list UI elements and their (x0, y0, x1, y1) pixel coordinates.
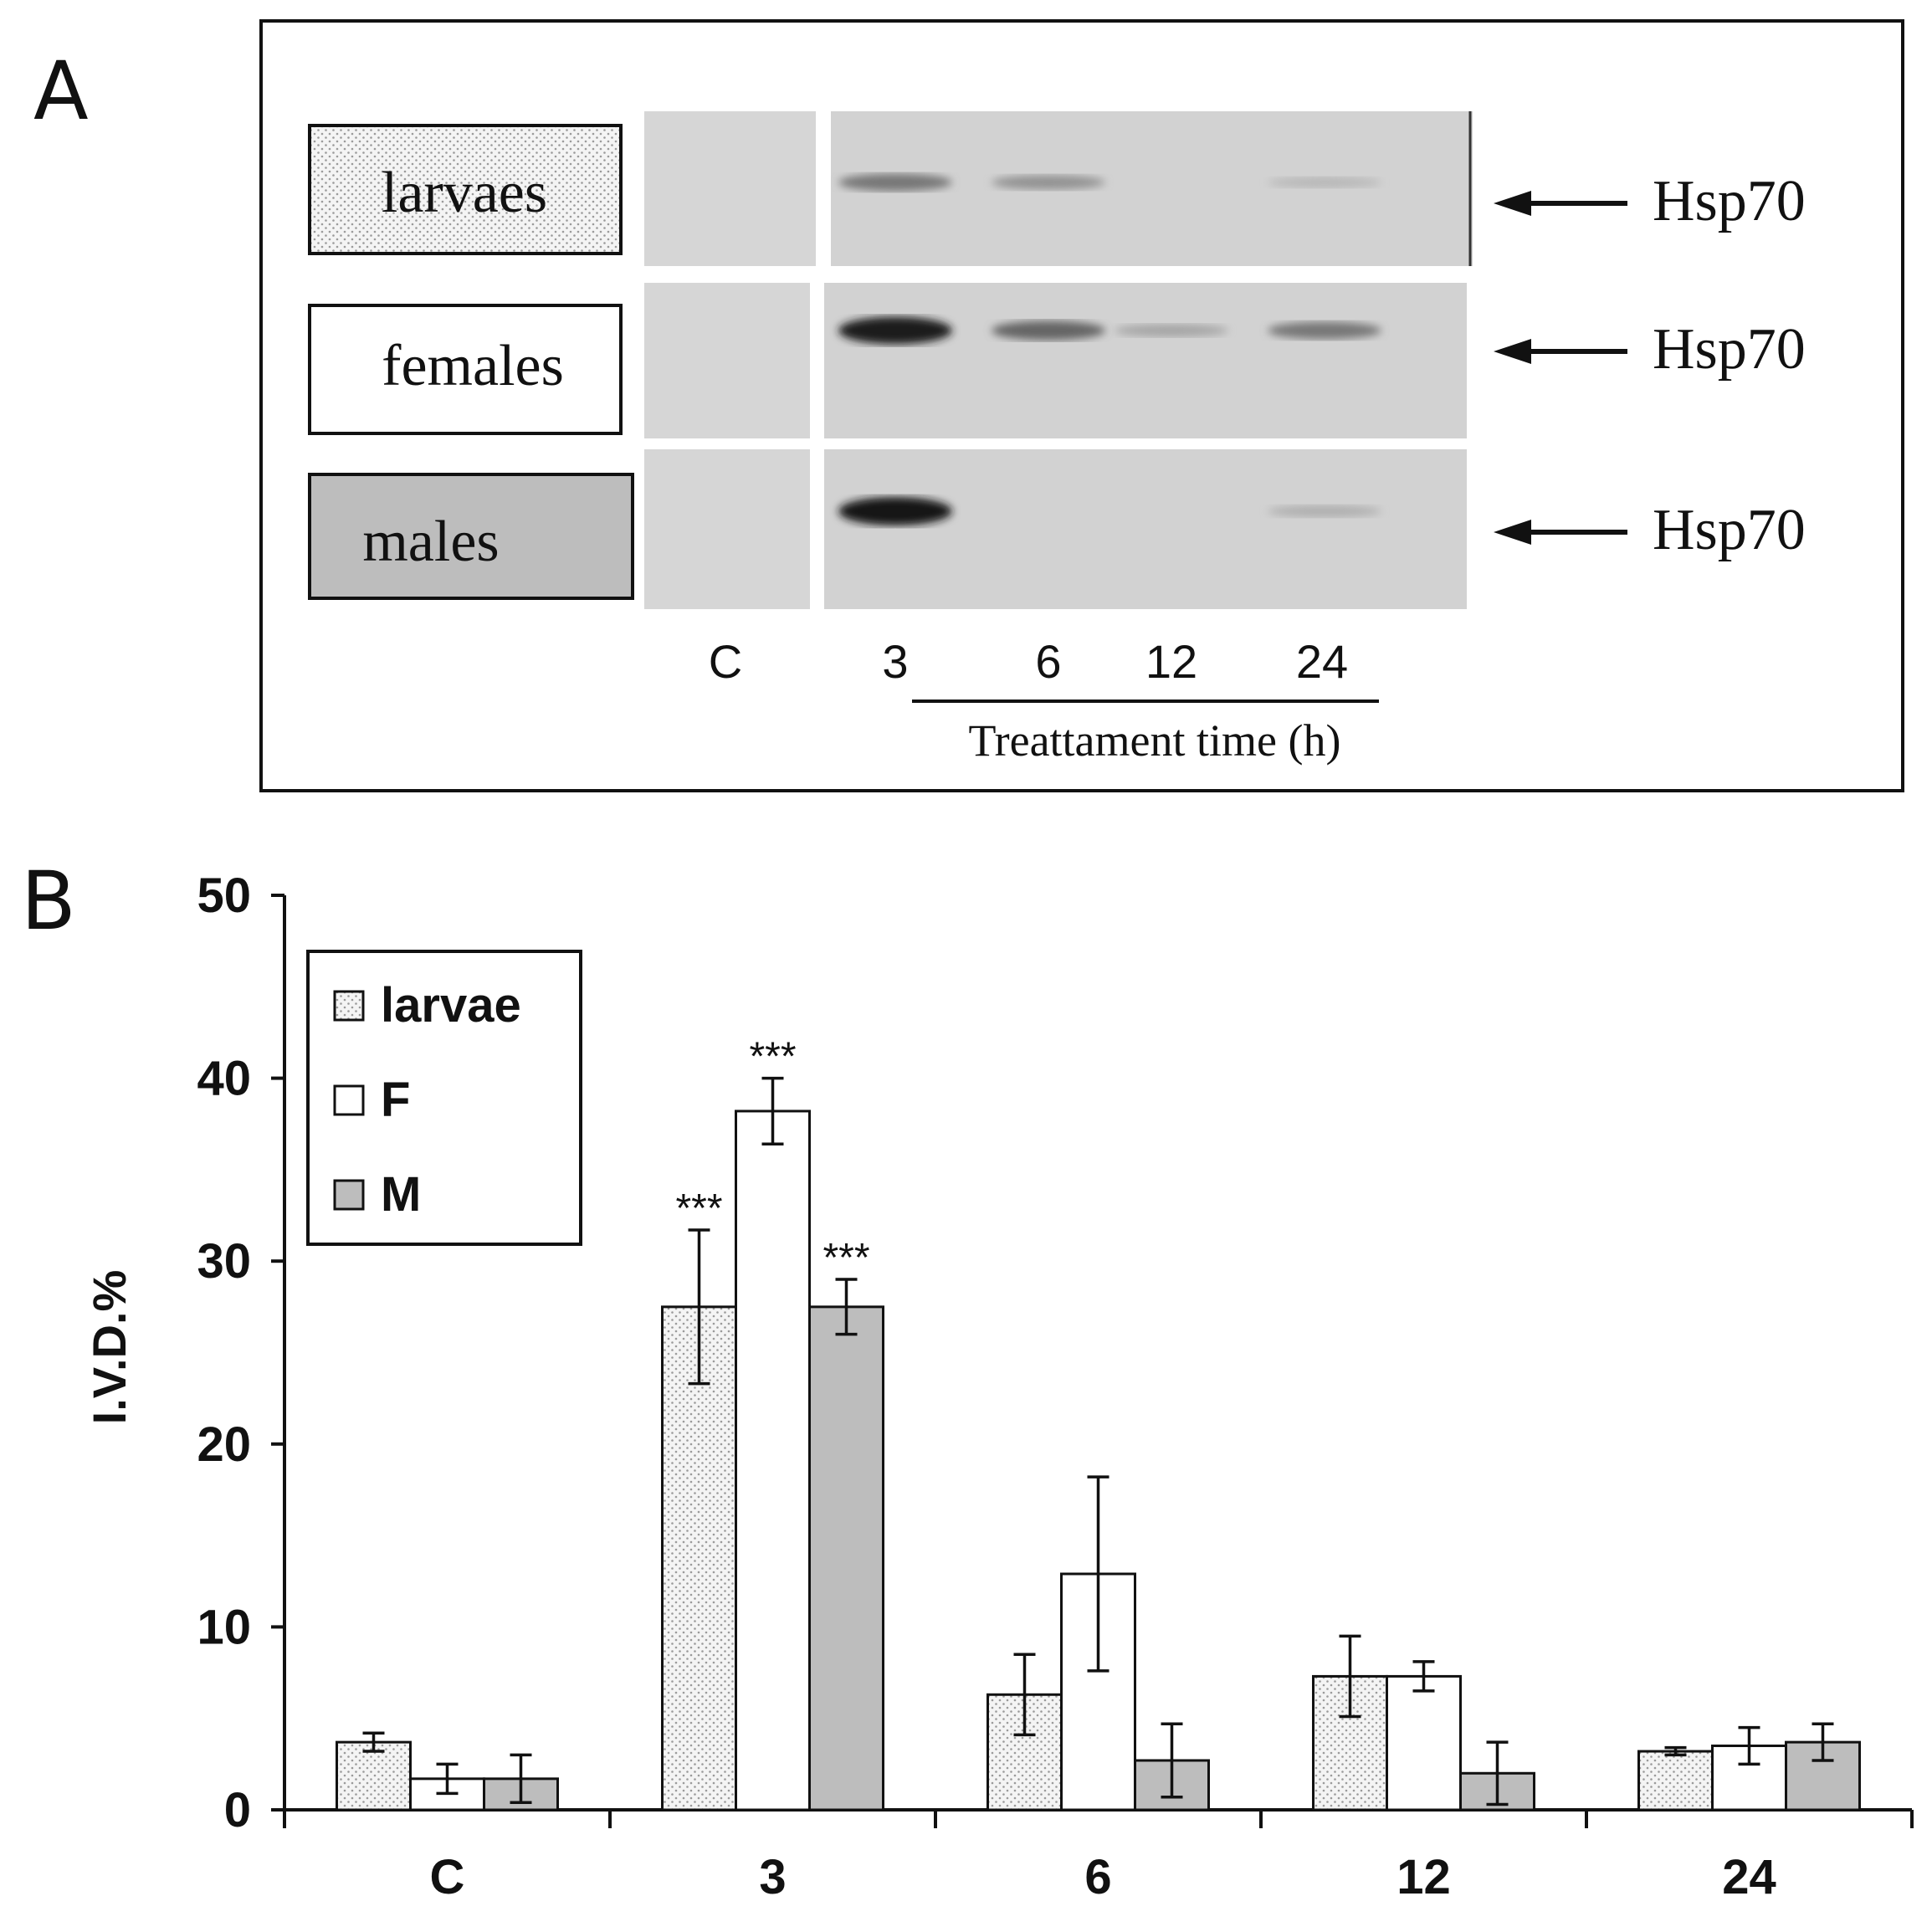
blot-control-strip (644, 111, 816, 266)
y-tick-label: 0 (224, 1783, 251, 1837)
x-tick-label: 6 (1084, 1850, 1111, 1904)
blot-lane-label: C (709, 635, 742, 688)
blot-row-label: larvaes (382, 161, 547, 225)
bar (1386, 1674, 1462, 1812)
blot-marker-label: Hsp70 (1653, 317, 1806, 382)
blot-row-label: females (382, 334, 564, 398)
bar (735, 1109, 811, 1812)
legend-swatch (333, 1179, 365, 1211)
blot-band (992, 320, 1105, 341)
blot-row-label-box (308, 473, 634, 600)
significance-label: *** (823, 1236, 869, 1280)
x-tick-label: 24 (1722, 1850, 1776, 1904)
blot-band (1115, 324, 1228, 337)
bar (483, 1777, 559, 1812)
panel-b-letter: B (21, 854, 76, 948)
y-tick-label: 10 (197, 1600, 251, 1654)
x-tick-label: C (430, 1850, 465, 1904)
blot-lane-label: 24 (1296, 635, 1348, 688)
arrow-head-icon (1494, 191, 1531, 216)
y-tick-label: 40 (197, 1052, 251, 1106)
panel-a-frame (259, 19, 1904, 792)
y-tick-label: 50 (197, 869, 251, 923)
blot-lane-label: 12 (1145, 635, 1197, 688)
panel-a-letter: A (33, 44, 89, 138)
arrow-head-icon (1494, 520, 1531, 545)
blot-band (838, 497, 952, 525)
legend-swatch (333, 990, 365, 1022)
legend-swatch (333, 1084, 365, 1116)
significance-label: *** (675, 1186, 722, 1231)
blot-xlabel: Treattament time (h) (969, 715, 1341, 766)
blot-band (1268, 177, 1381, 188)
blot-marker-label: Hsp70 (1653, 498, 1806, 562)
significance-label: *** (749, 1035, 796, 1079)
blot-lane-label: 3 (882, 635, 908, 688)
western-blot: larvaes Hsp70 females Hsp70 males Hsp70 C 3 6 12 2… (308, 111, 1806, 703)
blot-band (1268, 321, 1381, 340)
legend-label: F (381, 1073, 410, 1127)
blot-band (838, 173, 952, 192)
legend-label: M (381, 1167, 421, 1222)
bar-chart: 0 10 20 30 40 50 C 3 6 12 24 *** *** *** (197, 869, 1914, 1904)
bar (336, 1740, 412, 1812)
blot-control-strip (644, 283, 810, 438)
blot-row-label-box (308, 304, 623, 435)
blot-row-label-box (308, 124, 623, 255)
bar (808, 1305, 884, 1812)
blot-lane-label: 6 (1035, 635, 1061, 688)
legend-label: larvae (381, 978, 521, 1033)
blot-band (1268, 505, 1381, 517)
blot-row-label: males (362, 510, 499, 574)
legend: larvae FM (306, 950, 582, 1246)
blot-marker-label: Hsp70 (1653, 169, 1806, 233)
x-tick-label: 12 (1396, 1850, 1451, 1904)
x-tick-label: 3 (759, 1850, 786, 1904)
blot-band (838, 316, 952, 345)
y-axis-label: I.V.D.% (83, 1270, 136, 1425)
blot-treatment-strip (824, 283, 1467, 438)
y-tick-label: 20 (197, 1417, 251, 1472)
arrow-head-icon (1494, 339, 1531, 364)
bar (1637, 1750, 1714, 1812)
y-tick-label: 30 (197, 1234, 251, 1289)
blot-band (992, 175, 1105, 190)
blot-treatment-strip (831, 111, 1473, 266)
blot-treatment-strip (824, 449, 1467, 609)
blot-control-strip (644, 449, 810, 609)
